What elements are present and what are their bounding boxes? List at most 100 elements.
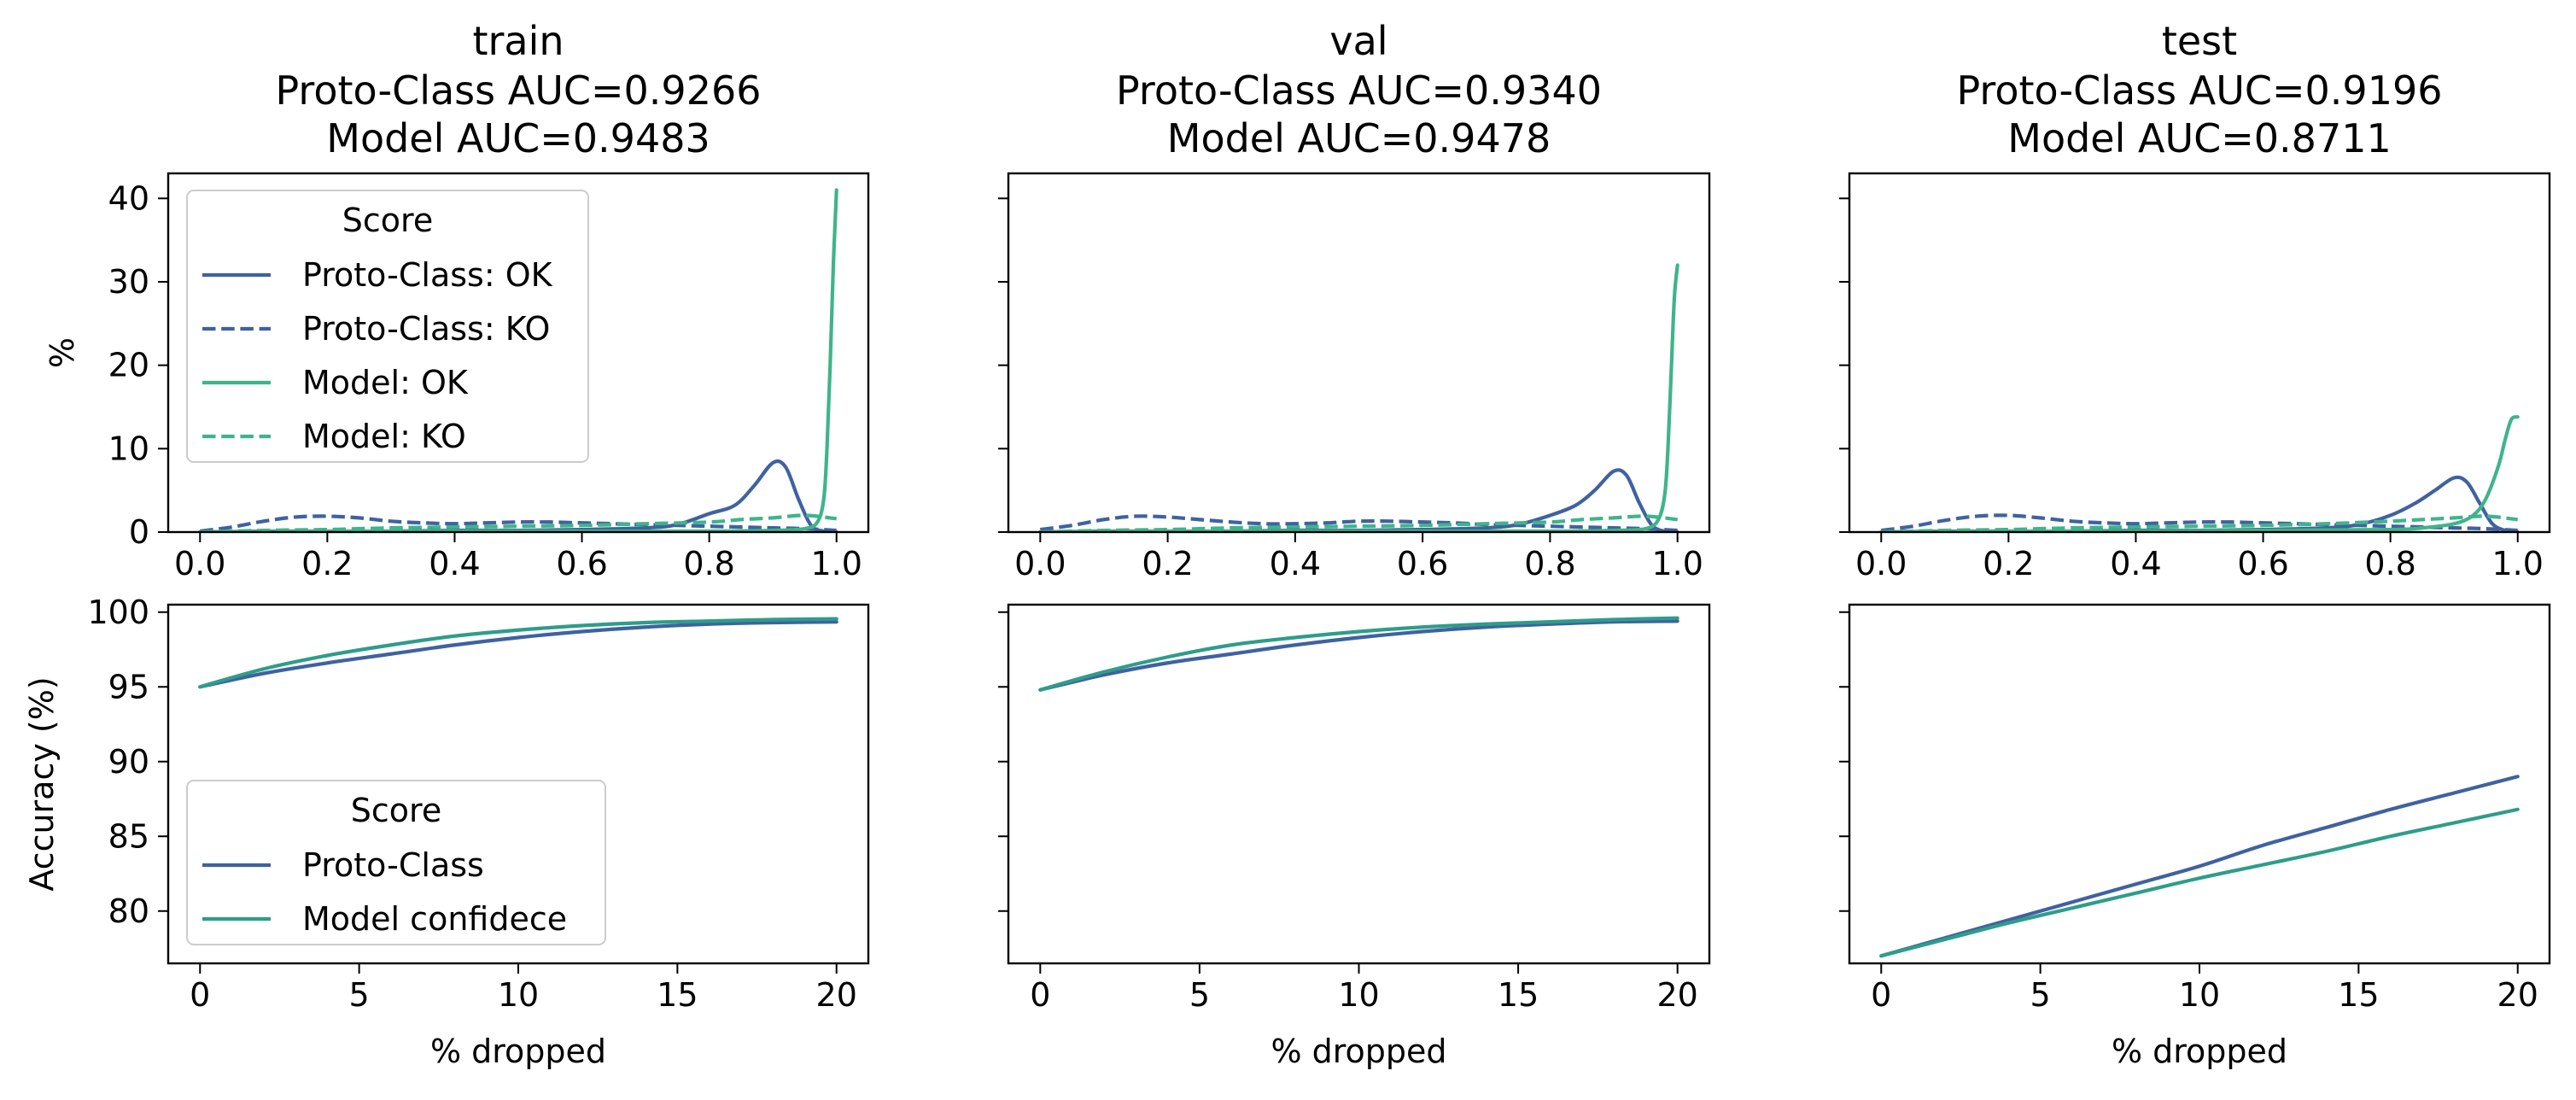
density-train-legend-label: Proto-Class: OK (302, 256, 553, 294)
density-test-series-group (1879, 415, 2520, 532)
accuracy-train-ytick-label: 80 (108, 892, 149, 930)
density-val-xtick-label: 0.2 (1142, 545, 1193, 582)
accuracy-val-series-group (1038, 616, 1679, 692)
density-val-series-line-2 (1038, 263, 1679, 532)
accuracy-val-series-line-0 (1038, 619, 1679, 692)
density-train-legend-label: Model: KO (302, 418, 466, 455)
accuracy-train-series-line-1 (198, 617, 838, 689)
accuracy-test-series-group (1879, 775, 2520, 958)
density-train-legend-box (186, 190, 589, 463)
density-train-legend-label: Model: OK (302, 364, 469, 401)
accuracy-train-ytick-label: 95 (108, 668, 149, 705)
accuracy-test-xtick-label: 20 (2497, 976, 2538, 1014)
density-test-subtitle-line: Model AUC=0.8711 (2007, 115, 2392, 161)
accuracy-val-xtick-label: 20 (1657, 976, 1698, 1014)
density-train-legend-title: Score (342, 202, 433, 239)
density-test-xtick-label: 1.0 (2492, 545, 2544, 582)
density-train-subtitle-line: Proto-Class AUC=0.9266 (275, 67, 761, 114)
density-train-legend: Score Proto-Class: OK Proto-Class: KO Model… (186, 190, 589, 463)
density-train-ytick-label: 0 (129, 513, 149, 551)
accuracy-val-frame (1007, 603, 1711, 965)
density-val-series-line-3 (1040, 514, 1678, 532)
density-test-xtick-label: 0.6 (2237, 545, 2288, 582)
accuracy-train-ytick-label: 85 (108, 817, 149, 855)
accuracy-train-xtick-label: 10 (498, 976, 539, 1014)
density-train-series-line-1 (199, 514, 837, 532)
accuracy-val-xtick-label: 5 (1189, 976, 1210, 1014)
accuracy-test-xtick-label: 5 (2030, 976, 2051, 1014)
density-val-series-line-1 (1040, 514, 1678, 532)
density-train-ytick-label: 20 (108, 347, 149, 384)
accuracy-test-frame (1848, 603, 2551, 965)
accuracy-train-legend: Score Proto-Class Model confidece (186, 780, 606, 945)
accuracy-test-panel: 0 5 10 15 20 % dropped (1839, 603, 2551, 1070)
density-val-frame (1007, 172, 1711, 534)
density-train-ytick-label: 40 (108, 179, 149, 217)
density-train-series-line-3 (200, 513, 837, 532)
density-train-xtick-label: 0.8 (683, 545, 734, 582)
density-val-series-group (1038, 263, 1679, 532)
density-train-title: train (472, 18, 564, 64)
density-val-series-line-0 (1038, 468, 1679, 532)
accuracy-val-xtick-label: 10 (1338, 976, 1379, 1014)
accuracy-test-series-line-0 (1879, 775, 2520, 958)
accuracy-val-xlabel: % dropped (1270, 1033, 1446, 1070)
accuracy-train-ylabel: Accuracy (%) (23, 676, 61, 891)
accuracy-val-panel: 0 5 10 15 20 % dropped (998, 603, 1711, 1070)
accuracy-test-xtick-label: 15 (2338, 976, 2379, 1014)
density-test-title: test (2162, 18, 2237, 64)
density-train-xtick-label: 0.2 (301, 545, 353, 582)
density-val-subtitle-line: Model AUC=0.9478 (1167, 115, 1551, 161)
density-val-title: val (1329, 18, 1387, 64)
density-val-xtick-label: 0.6 (1397, 545, 1448, 582)
accuracy-test-xtick-label: 0 (1871, 976, 1891, 1014)
density-test-series-line-0 (1879, 475, 2520, 532)
density-val-xtick-label: 1.0 (1651, 545, 1703, 582)
density-train-xtick-label: 0.4 (429, 545, 480, 582)
density-train-xtick-label: 1.0 (811, 545, 862, 582)
accuracy-val-xtick-label: 0 (1030, 976, 1050, 1014)
accuracy-val-series-line-1 (1038, 616, 1679, 692)
accuracy-train-xtick-label: 0 (190, 976, 210, 1014)
accuracy-train-xlabel: % dropped (430, 1033, 606, 1070)
density-train-frame (166, 172, 870, 534)
density-train-series-line-0 (198, 459, 838, 532)
accuracy-train-ytick-label: 90 (108, 743, 149, 781)
density-test-frame (1848, 172, 2551, 534)
accuracy-train-ytick-label: 100 (87, 594, 149, 631)
density-test-subtitle-line: Proto-Class AUC=0.9196 (1956, 67, 2442, 114)
accuracy-test-series-line-1 (1879, 807, 2520, 958)
density-val-xtick-label: 0.4 (1270, 545, 1321, 582)
accuracy-train-legend-label: Model confidece (302, 900, 567, 938)
density-train-subtitle-line: Model AUC=0.9483 (326, 115, 710, 161)
accuracy-train-xtick-label: 20 (816, 976, 857, 1014)
density-test-series-line-3 (1881, 514, 2518, 532)
density-test-xtick-label: 0.0 (1855, 545, 1907, 582)
density-train-xtick-label: 0.6 (556, 545, 607, 582)
density-train-ylabel: % (44, 337, 81, 368)
density-train-ytick-label: 30 (108, 263, 149, 301)
accuracy-train-legend-box (186, 780, 606, 945)
density-train-xtick-label: 0.0 (174, 545, 225, 582)
accuracy-train-series-line-0 (198, 620, 838, 689)
density-test-series-line-1 (1880, 513, 2518, 532)
accuracy-train-series-group (198, 617, 838, 689)
density-val-subtitle-line: Proto-Class AUC=0.9340 (1116, 67, 1602, 114)
density-test-xtick-label: 0.2 (1983, 545, 2034, 582)
density-test-xtick-label: 0.4 (2110, 545, 2161, 582)
accuracy-test-xlabel: % dropped (2112, 1033, 2287, 1070)
accuracy-val-xtick-label: 15 (1498, 976, 1539, 1014)
density-test-xtick-label: 0.8 (2364, 545, 2415, 582)
accuracy-train-legend-title: Score (351, 792, 441, 829)
density-val-xtick-label: 0.0 (1014, 545, 1066, 582)
accuracy-train-panel: 0 5 10 15 20 80 85 90 95 100 % dropped Accuracy (%)… (23, 594, 870, 1070)
density-train-panel: 0.0 0.2 0.4 0.6 0.8 1.0010203040trainProto-Cl… (44, 18, 870, 582)
density-val-xtick-label: 0.8 (1524, 545, 1575, 582)
accuracy-train-xtick-label: 15 (657, 976, 698, 1014)
density-train-ytick-label: 10 (108, 430, 149, 467)
density-train-legend-label: Proto-Class: KO (302, 310, 550, 348)
accuracy-train-legend-label: Proto-Class (302, 846, 484, 884)
